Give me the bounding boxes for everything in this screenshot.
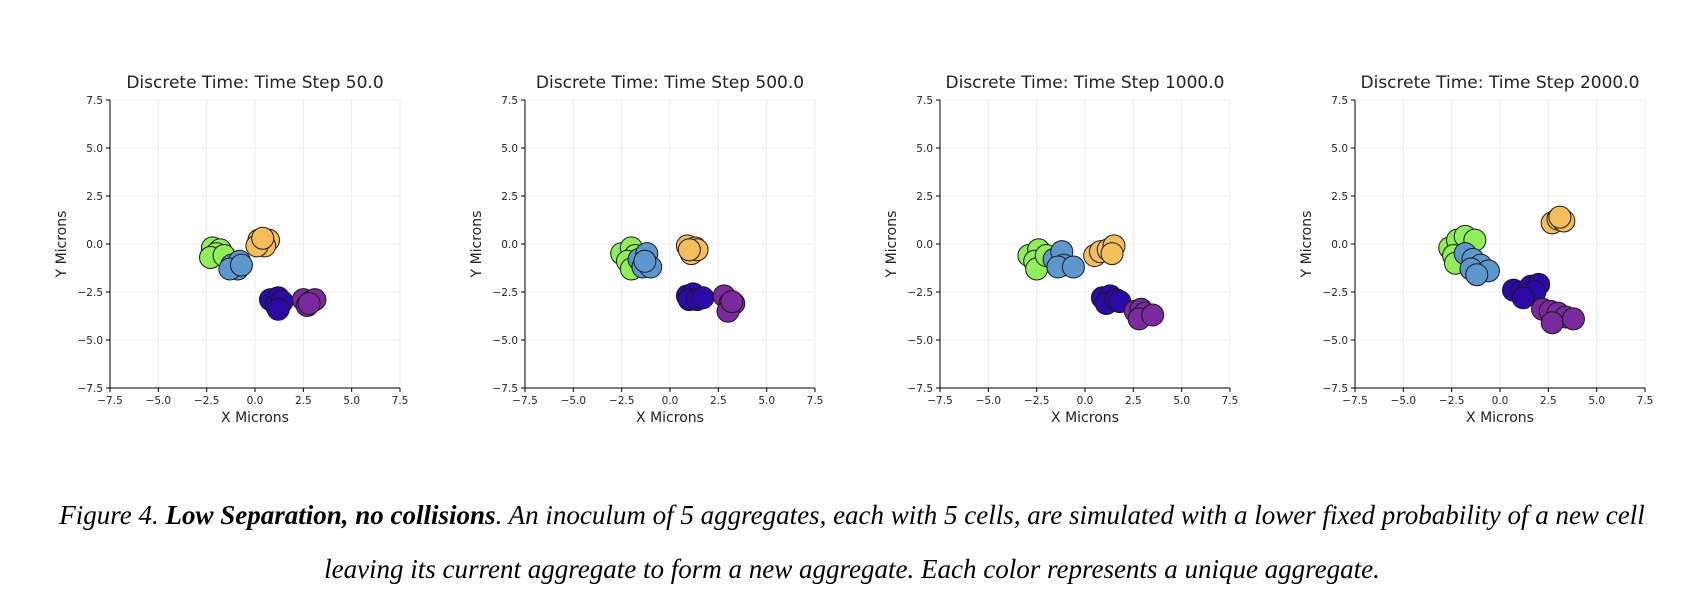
y-tick-label: −5.0 [493,335,519,347]
y-tick-label: 5.0 [1331,143,1348,155]
cell-point-orange [1548,205,1572,229]
x-tick-label: 2.5 [295,395,312,407]
y-tick-label: −7.5 [493,383,519,395]
x-tick-label: 7.5 [807,395,824,407]
x-tick-label: −2.5 [609,395,635,407]
y-tick-label: −7.5 [1323,383,1349,395]
x-tick-label: 5.0 [343,395,360,407]
x-tick-label: −5.0 [146,395,172,407]
x-tick-label: 0.0 [662,395,679,407]
x-axis-label: X Microns [221,410,289,426]
y-tick-label: 0.0 [501,239,518,251]
figure-panels: −7.5−7.5−5.0−5.0−2.5−2.50.00.02.52.55.05… [54,73,1653,426]
y-tick-label: −2.5 [1323,287,1349,299]
cell-point-indigo [1511,286,1535,310]
chart-panel-4: −7.5−7.5 −5.0 −5.0 −2.5 −2.5 0.0 0.0 2.5 2.5 5.0 5… [1299,73,1653,426]
y-tick-label: −7.5 [78,383,104,395]
y-tick-label: 0.0 [86,239,103,251]
x-tick-label: 5.0 [1588,395,1605,407]
y-tick-label: 2.5 [1331,191,1348,203]
cell-point-steelblue [229,253,253,277]
cell-point-steelblue [1465,263,1489,287]
y-axis-label: Y Microns [54,211,70,279]
cell-point-orange [1100,242,1124,266]
x-tick-label: −7.5 [1342,395,1368,407]
y-tick-label: 0.0 [916,239,933,251]
x-tick-label: −7.5 [927,395,953,407]
panel-title: Discrete Time: Time Step 1000.0 [946,73,1225,93]
cell-point-purple [297,292,321,316]
y-tick-label: 5.0 [86,143,103,155]
cell-point-purple [1540,311,1564,335]
x-tick-label: −7.5 [97,395,123,407]
y-axis-label: Y Microns [469,211,485,279]
y-axis-label: Y Microns [1299,211,1315,279]
y-tick-label: −2.5 [78,287,104,299]
x-axis-label: X Microns [1466,410,1534,426]
x-tick-label: 7.5 [1637,395,1654,407]
x-tick-label: 0.0 [1492,395,1509,407]
y-tick-label: 7.5 [501,95,518,107]
cell-point-indigo [691,286,715,310]
x-tick-label: 5.0 [758,395,775,407]
y-tick-label: −5.0 [1323,335,1349,347]
y-tick-label: −5.0 [908,335,934,347]
y-tick-label: 5.0 [501,143,518,155]
y-axis-label: Y Microns [884,211,900,279]
x-tick-label: 0.0 [247,395,264,407]
y-tick-label: −2.5 [493,287,519,299]
y-tick-label: 7.5 [86,95,103,107]
x-tick-label: 2.5 [1125,395,1142,407]
panel-title: Discrete Time: Time Step 2000.0 [1361,73,1640,93]
x-tick-label: 7.5 [392,395,409,407]
y-tick-label: −5.0 [78,335,104,347]
x-tick-label: −2.5 [194,395,220,407]
x-tick-label: 2.5 [710,395,727,407]
chart-panel-1: −7.5−7.5 −5.0 −5.0 −2.5 −2.5 0.0 0.0 2.5 2.5 5.0 5… [54,73,408,426]
y-tick-label: 2.5 [501,191,518,203]
x-axis-label: X Microns [636,410,704,426]
x-tick-label: −5.0 [1391,395,1417,407]
cell-point-purple [1141,303,1165,327]
cell-point-steelblue [633,249,657,273]
x-tick-label: 7.5 [1222,395,1239,407]
y-tick-label: 0.0 [1331,239,1348,251]
cell-point-purple [720,290,744,314]
cell-point-steelblue [1061,255,1085,279]
caption-text: . An inoculum of 5 aggregates, each with… [324,500,1645,584]
y-tick-label: 7.5 [1331,95,1348,107]
caption-bold-title: Low Separation, no collisions [165,500,496,530]
y-tick-label: 2.5 [86,191,103,203]
figure-caption: Figure 4. Low Separation, no collisions.… [40,488,1664,596]
cell-point-orange [251,226,275,250]
cell-point-purple [1561,307,1585,331]
chart-panel-2: −7.5−7.5 −5.0 −5.0 −2.5 −2.5 0.0 0.0 2.5 2.5 5.0 5… [469,73,823,426]
y-tick-label: 2.5 [916,191,933,203]
x-axis-label: X Microns [1051,410,1119,426]
x-tick-label: −5.0 [561,395,587,407]
x-tick-label: 2.5 [1540,395,1557,407]
cell-point-indigo [266,297,290,321]
x-tick-label: 0.0 [1077,395,1094,407]
x-tick-label: −2.5 [1024,395,1050,407]
y-tick-label: −2.5 [908,287,934,299]
caption-prefix: Figure 4. [59,500,166,530]
x-tick-label: −7.5 [512,395,538,407]
panel-title: Discrete Time: Time Step 50.0 [126,73,383,93]
y-tick-label: 5.0 [916,143,933,155]
x-tick-label: 5.0 [1173,395,1190,407]
cell-point-orange [677,238,701,262]
panel-title: Discrete Time: Time Step 500.0 [536,73,804,93]
y-tick-label: −7.5 [908,383,934,395]
x-tick-label: −2.5 [1439,395,1465,407]
y-tick-label: 7.5 [916,95,933,107]
x-tick-label: −5.0 [976,395,1002,407]
chart-panel-3: −7.5−7.5 −5.0 −5.0 −2.5 −2.5 0.0 0.0 2.5 2.5 5.0 5… [884,73,1238,426]
